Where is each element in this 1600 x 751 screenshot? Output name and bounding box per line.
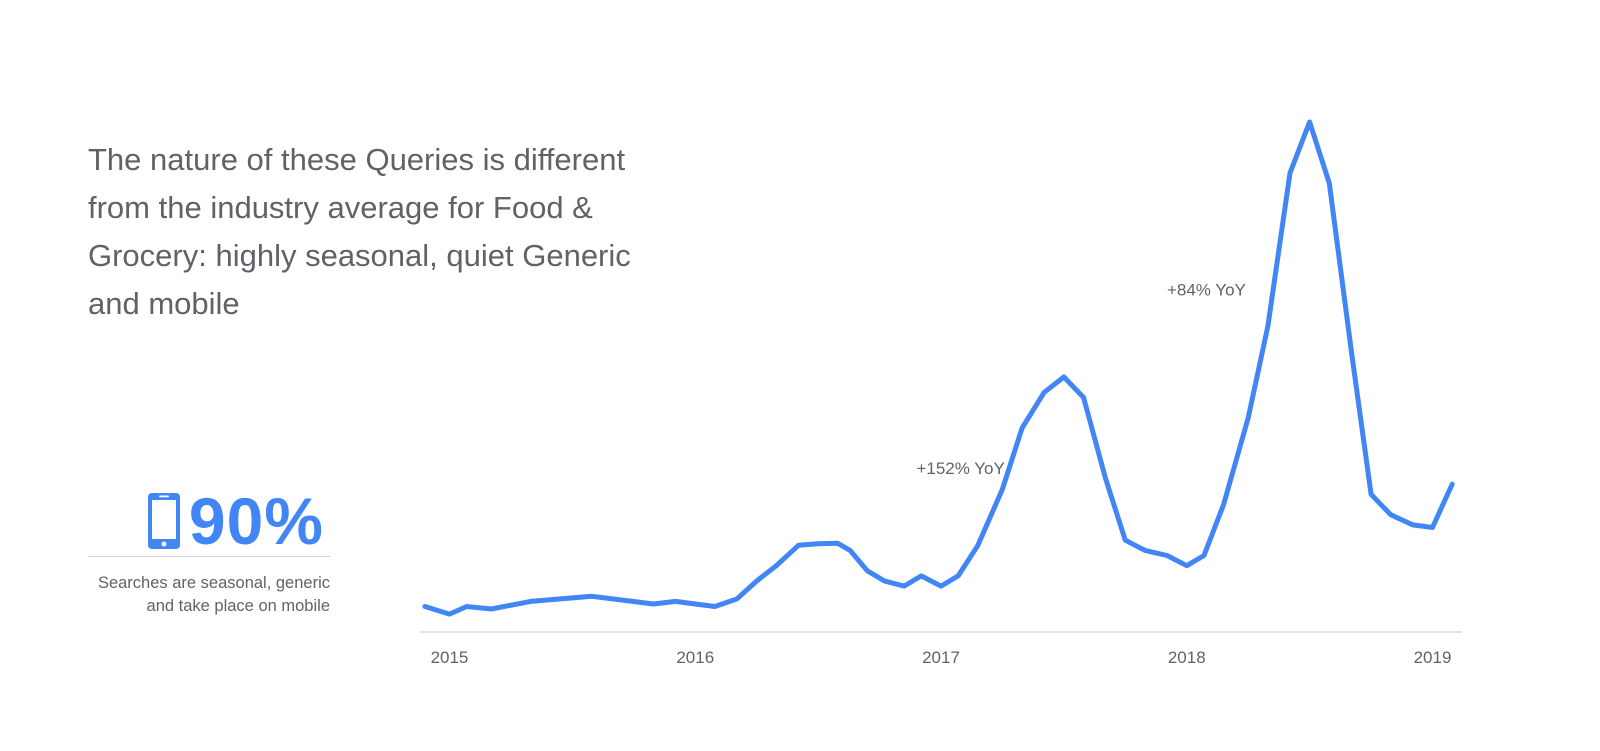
stat-row: 90% (88, 484, 330, 558)
annotation-0: +152% YoY (916, 459, 1004, 478)
stat-caption-line-2: and take place on mobile (146, 597, 330, 615)
stat-divider (88, 556, 330, 557)
x-tick-label-2015: 2015 (431, 648, 469, 667)
x-tick-label-2016: 2016 (676, 648, 714, 667)
stat-value: 90% (188, 484, 324, 558)
series-line-0 (422, 119, 1455, 617)
x-tick-label-2019: 2019 (1414, 648, 1452, 667)
annotation-1: +84% YoY (1167, 280, 1246, 299)
stat-caption: Searches are seasonal, generic and take … (88, 572, 330, 618)
x-tick-label-2018: 2018 (1168, 648, 1206, 667)
phone-icon (147, 493, 180, 549)
stat-caption-line-1: Searches are seasonal, generic (97, 574, 330, 592)
x-tick-label-2017: 2017 (922, 648, 960, 667)
mobile-stat: 90% Searches are seasonal, generic and t… (88, 484, 330, 618)
headline: The nature of these Queries is different… (88, 142, 631, 321)
